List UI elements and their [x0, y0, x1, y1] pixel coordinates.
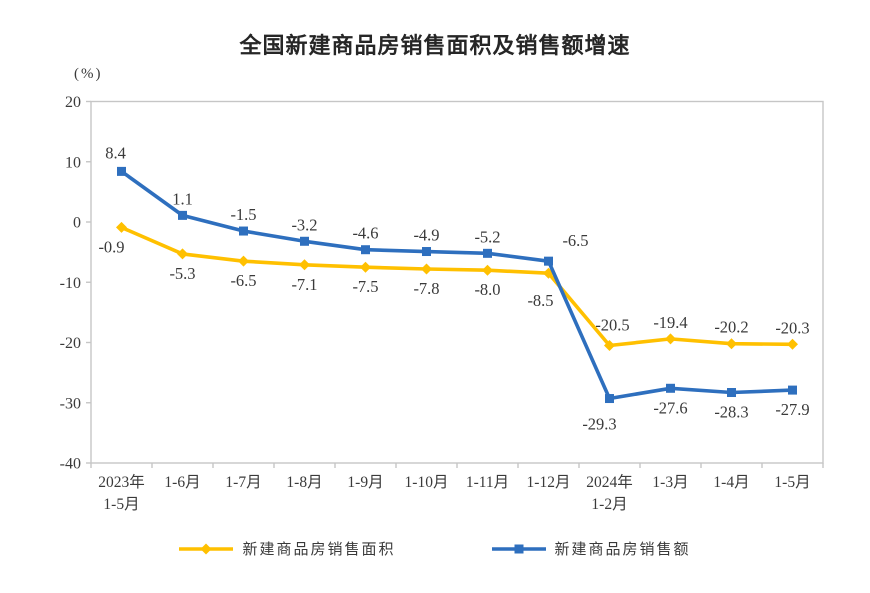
plot-border	[90, 100, 824, 464]
x-axis-tick-label: 1-3月	[652, 474, 688, 491]
x-axis-tick-label: 1-6月	[164, 474, 200, 491]
x-axis-tick-label: 1-5月	[103, 496, 139, 513]
marker-diamond	[360, 261, 371, 273]
data-label: -6.5	[562, 231, 588, 250]
x-axis-tick-label: 1-8月	[286, 474, 322, 491]
data-label: -8.5	[527, 291, 553, 310]
marker-diamond	[421, 263, 432, 275]
marker-diamond	[177, 248, 188, 260]
marker-diamond	[665, 333, 676, 345]
chart-legend: 新建商品房销售面积 新建商品房销售额	[0, 538, 870, 559]
x-axis-tick-label: 1-5月	[774, 474, 810, 491]
marker-square	[605, 394, 614, 404]
x-axis-tick-label: 2024年	[586, 473, 633, 491]
data-label: -20.2	[714, 318, 748, 337]
data-label: -4.6	[352, 224, 378, 243]
data-label: -7.5	[352, 277, 378, 296]
marker-square	[300, 236, 309, 246]
data-label: -5.3	[169, 264, 195, 283]
marker-square	[422, 247, 431, 257]
x-axis-tick-label: 1-7月	[225, 474, 261, 491]
marker-diamond	[604, 340, 615, 352]
data-label: 8.4	[105, 143, 126, 162]
x-axis-tick-label: 1-9月	[347, 474, 383, 491]
x-axis-tick-label: 1-4月	[713, 474, 749, 491]
marker-square	[178, 210, 187, 220]
data-label: -7.8	[413, 279, 439, 298]
data-label: -20.5	[595, 316, 629, 335]
marker-square	[544, 256, 553, 266]
marker-diamond	[482, 264, 493, 276]
marker-square	[666, 383, 675, 393]
marker-square	[727, 388, 736, 398]
legend-square-swatch	[491, 544, 546, 553]
marker-diamond	[299, 259, 310, 271]
data-label: -20.3	[775, 318, 809, 337]
data-label: -6.5	[230, 271, 256, 290]
marker-diamond	[787, 338, 798, 350]
data-label: -19.4	[653, 313, 687, 332]
x-axis-tick-label: 1-2月	[591, 496, 627, 513]
data-label: -3.2	[291, 215, 317, 234]
data-label: -7.1	[291, 275, 317, 294]
x-axis-tick-label: 2023年	[98, 473, 145, 491]
data-label: -4.9	[413, 226, 439, 245]
data-label: 1.1	[172, 189, 193, 208]
data-label: -27.6	[653, 398, 687, 417]
y-axis-tick-label: 10	[65, 154, 81, 171]
x-axis-tick-label: 1-12月	[527, 474, 571, 491]
legend-label: 新建商品房销售面积	[242, 542, 396, 558]
marker-square	[483, 248, 492, 258]
data-label: -27.9	[775, 400, 809, 419]
legend-item: 新建商品房销售面积	[179, 538, 395, 559]
marker-square	[239, 226, 248, 236]
series-line-square	[119, 169, 795, 401]
y-axis-unit-label: (%)	[74, 66, 103, 82]
x-axis-tick-label: 1-11月	[466, 474, 509, 491]
y-axis-tick-label: -20	[60, 335, 81, 352]
series-line-diamond	[119, 225, 795, 348]
marker-square	[788, 385, 797, 395]
y-axis-tick-label: 0	[73, 215, 81, 232]
data-label: -28.3	[714, 403, 748, 422]
y-axis-tick-label: -30	[60, 395, 81, 412]
legend-item: 新建商品房销售额	[491, 538, 691, 559]
legend-diamond-swatch	[179, 543, 234, 554]
data-label: -8.0	[474, 280, 500, 299]
data-label: -5.2	[474, 227, 500, 246]
marker-square	[117, 166, 126, 176]
data-label: -0.9	[98, 237, 124, 256]
data-label: -29.3	[582, 415, 616, 434]
marker-diamond	[238, 255, 249, 267]
legend-label: 新建商品房销售额	[554, 542, 691, 558]
y-axis-tick-label: -40	[60, 456, 81, 473]
data-label: -1.5	[230, 205, 256, 224]
x-axis-tick-label: 1-10月	[405, 474, 449, 491]
marker-diamond	[726, 338, 737, 350]
marker-square	[361, 245, 370, 255]
marker-diamond	[116, 221, 127, 233]
chart-title: 全国新建商品房销售面积及销售额增速	[239, 33, 631, 58]
y-axis-tick-label: 20	[65, 94, 81, 111]
y-axis-tick-label: -10	[60, 275, 81, 292]
